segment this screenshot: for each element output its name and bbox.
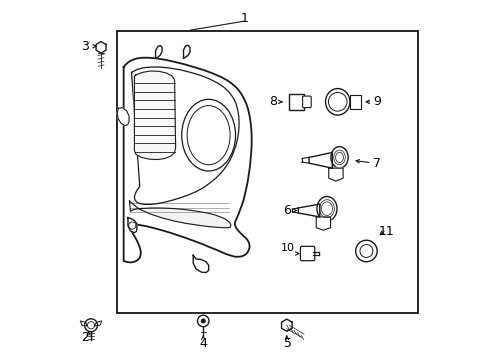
Circle shape bbox=[355, 240, 376, 262]
Polygon shape bbox=[328, 168, 343, 181]
Ellipse shape bbox=[316, 197, 336, 221]
Text: 1: 1 bbox=[240, 12, 248, 25]
Polygon shape bbox=[308, 152, 332, 168]
Polygon shape bbox=[155, 45, 162, 58]
Polygon shape bbox=[96, 41, 106, 53]
Bar bbox=[349, 95, 360, 109]
Circle shape bbox=[84, 319, 97, 332]
FancyBboxPatch shape bbox=[300, 246, 314, 261]
Circle shape bbox=[197, 315, 208, 327]
Polygon shape bbox=[94, 321, 102, 326]
Circle shape bbox=[201, 319, 205, 323]
Text: 5: 5 bbox=[283, 337, 291, 350]
Polygon shape bbox=[123, 58, 251, 262]
Polygon shape bbox=[316, 217, 330, 230]
Polygon shape bbox=[129, 201, 230, 228]
Polygon shape bbox=[117, 108, 129, 126]
Polygon shape bbox=[183, 45, 190, 58]
Ellipse shape bbox=[325, 89, 349, 115]
Polygon shape bbox=[134, 71, 175, 159]
Polygon shape bbox=[193, 255, 208, 273]
Bar bbox=[117, 31, 418, 313]
Text: 2: 2 bbox=[81, 331, 89, 344]
Polygon shape bbox=[80, 321, 87, 326]
Ellipse shape bbox=[330, 147, 347, 168]
Text: 11: 11 bbox=[378, 225, 393, 238]
Polygon shape bbox=[298, 204, 319, 217]
Text: 10: 10 bbox=[280, 243, 294, 253]
Polygon shape bbox=[128, 218, 137, 233]
Text: 8: 8 bbox=[268, 95, 277, 108]
Text: 9: 9 bbox=[372, 95, 380, 108]
Text: 4: 4 bbox=[199, 337, 207, 350]
Bar bbox=[289, 94, 303, 110]
FancyBboxPatch shape bbox=[302, 96, 310, 108]
Text: 7: 7 bbox=[372, 157, 381, 170]
Text: 6: 6 bbox=[283, 204, 291, 217]
Polygon shape bbox=[131, 67, 239, 204]
Polygon shape bbox=[281, 319, 291, 331]
Text: 3: 3 bbox=[81, 40, 89, 53]
